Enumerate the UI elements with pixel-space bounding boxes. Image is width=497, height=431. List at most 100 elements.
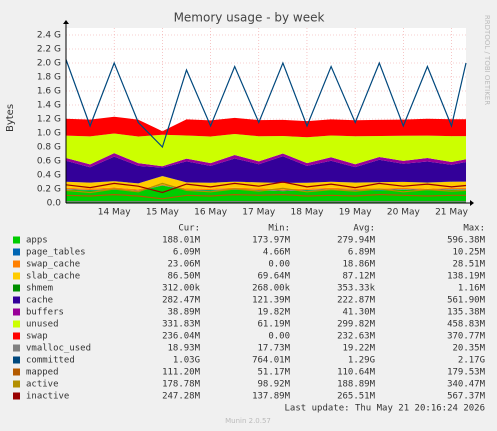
legend-value: 138.19M <box>447 272 486 282</box>
x-tick-label: 15 May <box>146 208 180 218</box>
y-tick-label: 2.4 G <box>37 31 61 41</box>
legend-swatch <box>13 248 20 256</box>
footer: Munin 2.0.57 <box>225 417 271 425</box>
legend-value: 98.92M <box>257 380 290 390</box>
legend-value: 1.03G <box>173 356 200 366</box>
legend-swatch <box>13 380 20 388</box>
legend-value: 135.38M <box>447 308 486 318</box>
legend-column-header: Max: <box>463 224 485 234</box>
x-tick-label: 19 May <box>339 208 373 218</box>
series-line <box>65 59 467 149</box>
last-update: Last update: Thu May 21 20:16:24 2026 <box>285 404 485 414</box>
x-tick-label: 18 May <box>291 208 325 218</box>
x-axis-arrow <box>470 200 474 206</box>
legend-swatch <box>13 236 20 244</box>
legend-value: 18.93M <box>167 344 200 354</box>
y-axis-label: Bytes <box>5 104 16 132</box>
legend-swatch <box>13 296 20 304</box>
legend-value: 268.00k <box>252 284 291 294</box>
legend-value: 111.20M <box>162 368 201 378</box>
legend-swatch <box>13 320 20 328</box>
legend-value: 312.00k <box>162 284 201 294</box>
legend-value: 23.06M <box>167 260 200 270</box>
legend-value: 247.28M <box>162 392 201 402</box>
legend-value: 299.82M <box>337 320 376 330</box>
x-tick-label: 21 May <box>435 208 469 218</box>
marks <box>65 59 467 203</box>
y-tick-label: 1.6 G <box>37 87 61 97</box>
legend-value: 1.29G <box>348 356 375 366</box>
legend-value: 561.90M <box>447 296 486 306</box>
legend-swatch <box>13 356 20 364</box>
legend-value: 222.87M <box>337 296 376 306</box>
y-tick-label: 0.4 G <box>37 171 61 181</box>
legend-value: 236.04M <box>162 332 201 342</box>
chart-title: Memory usage - by week <box>174 11 325 25</box>
legend-swatch <box>13 368 20 376</box>
x-tick-label: 17 May <box>242 208 276 218</box>
stacked-area <box>66 116 466 138</box>
legend-value: 179.53M <box>447 368 486 378</box>
legend-column-header: Cur: <box>178 224 200 234</box>
legend: Cur: Min: Avg: Max: apps 188.01M 173.97M 279.94… <box>13 224 486 402</box>
legend-swatch <box>13 308 20 316</box>
legend-label: shmem <box>26 284 53 294</box>
legend-label: vmalloc_used <box>26 344 91 354</box>
legend-value: 121.39M <box>252 296 291 306</box>
legend-value: 331.83M <box>162 320 201 330</box>
legend-swatch <box>13 284 20 292</box>
legend-value: 340.47M <box>447 380 486 390</box>
legend-value: 0.00 <box>268 260 290 270</box>
legend-label: page_tables <box>26 248 86 258</box>
legend-swatch <box>13 260 20 268</box>
legend-value: 137.89M <box>252 392 291 402</box>
stacked-area <box>66 184 466 191</box>
legend-value: 188.89M <box>337 380 376 390</box>
legend-label: active <box>26 380 59 390</box>
y-tick-label: 0.6 G <box>37 157 61 167</box>
legend-value: 1.16M <box>458 284 486 294</box>
legend-value: 764.01M <box>252 356 291 366</box>
legend-label: swap <box>26 332 48 342</box>
series-line <box>65 182 467 194</box>
legend-value: 41.30M <box>342 308 375 318</box>
legend-label: slab_cache <box>26 272 80 282</box>
series-line <box>65 181 467 194</box>
legend-swatch <box>13 344 20 352</box>
legend-value: 265.51M <box>337 392 376 402</box>
legend-value: 173.97M <box>252 236 291 246</box>
stacked-area <box>66 133 466 167</box>
legend-swatch <box>13 272 20 280</box>
legend-value: 567.37M <box>447 392 486 402</box>
y-tick-label: 2.0 G <box>37 59 61 69</box>
legend-label: committed <box>26 356 75 366</box>
legend-value: 6.89M <box>348 248 376 258</box>
legend-value: 188.01M <box>162 236 201 246</box>
axes <box>63 20 474 206</box>
legend-value: 17.73M <box>257 344 290 354</box>
legend-value: 19.82M <box>257 308 290 318</box>
legend-swatch <box>13 392 20 400</box>
legend-label: cache <box>26 296 53 306</box>
legend-label: buffers <box>26 308 64 318</box>
legend-value: 596.38M <box>447 236 486 246</box>
x-tick-label: 20 May <box>387 208 421 218</box>
legend-value: 38.89M <box>167 308 200 318</box>
legend-value: 279.94M <box>337 236 376 246</box>
legend-value: 110.64M <box>337 368 376 378</box>
legend-value: 51.17M <box>257 368 290 378</box>
legend-value: 232.63M <box>337 332 376 342</box>
stacked-area <box>66 156 466 184</box>
legend-value: 178.78M <box>162 380 201 390</box>
legend-value: 10.25M <box>452 248 485 258</box>
x-tick-label: 14 May <box>98 208 132 218</box>
legend-value: 61.19M <box>257 320 290 330</box>
y-tick-label: 0.2 G <box>37 185 61 195</box>
legend-label: mapped <box>26 368 59 378</box>
legend-value: 19.22M <box>342 344 375 354</box>
stacked-area <box>66 153 466 168</box>
legend-column-header: Min: <box>268 224 290 234</box>
y-tick-label: 1.2 G <box>37 115 61 125</box>
x-tick-label: 16 May <box>194 208 228 218</box>
